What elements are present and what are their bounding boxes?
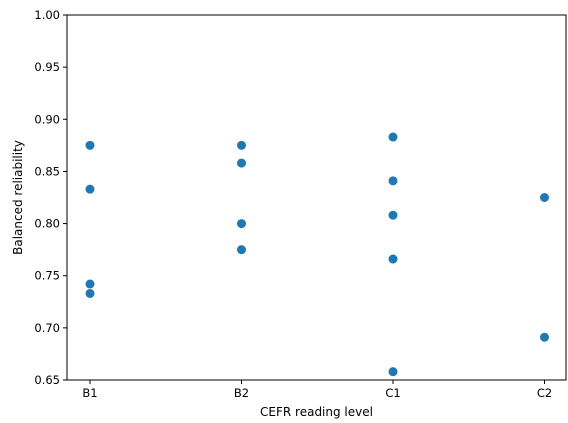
y-axis-label: Balanced reliability — [11, 140, 25, 255]
data-point — [237, 245, 246, 255]
data-point — [388, 254, 398, 264]
y-tick-label: 0.65 — [34, 373, 60, 387]
y-tick-label: 0.80 — [34, 217, 60, 231]
plot-frame — [66, 14, 567, 381]
y-tick-label: 1.00 — [34, 8, 60, 22]
data-point — [388, 132, 398, 142]
data-point — [85, 279, 95, 289]
data-point — [540, 193, 549, 202]
data-point — [85, 288, 95, 298]
x-tick-label: C1 — [385, 386, 400, 400]
data-point — [237, 219, 246, 229]
data-point — [85, 140, 95, 150]
x-tick-label: C2 — [537, 386, 552, 400]
y-tick-label: 0.70 — [34, 321, 60, 335]
data-point — [540, 332, 549, 342]
data-point — [85, 184, 95, 194]
data-points — [85, 132, 549, 377]
axis-ticks: 0.65 0.70 0.75 0.80 0.85 0.90 0.95 1.00 B1 B2 C1 C2 — [34, 8, 552, 400]
data-point — [237, 140, 246, 150]
y-tick-label: 0.75 — [34, 269, 60, 283]
x-tick-label: B1 — [82, 386, 97, 400]
data-point — [388, 367, 398, 377]
y-tick-label: 0.95 — [34, 60, 60, 74]
x-axis-label: CEFR reading level — [260, 405, 373, 419]
data-point — [388, 210, 398, 220]
data-point — [237, 158, 246, 168]
data-point — [388, 176, 398, 186]
y-tick-label: 0.85 — [34, 164, 60, 178]
x-tick-label: B2 — [234, 386, 249, 400]
y-tick-label: 0.90 — [34, 112, 60, 126]
